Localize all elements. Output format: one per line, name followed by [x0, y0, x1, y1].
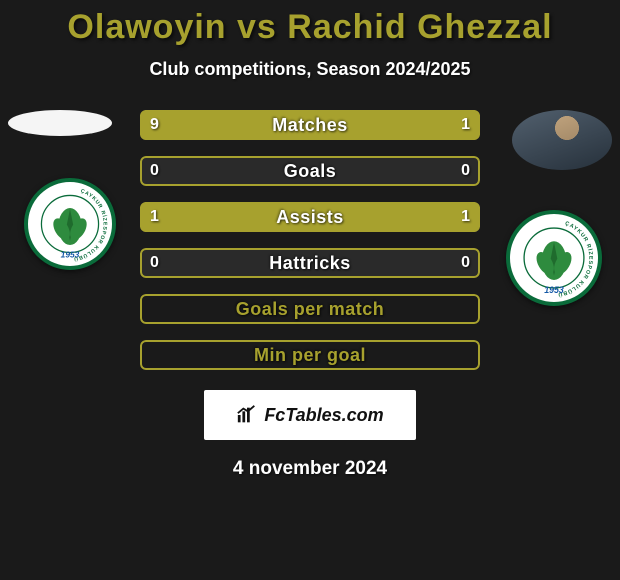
club-badge-left: ÇAYKUR RİZESPOR KULÜBÜ 1953 — [24, 178, 116, 270]
stat-label: Assists — [140, 202, 480, 232]
page-title: Olawoyin vs Rachid Ghezzal — [0, 0, 620, 47]
stat-row: 00Hattricks — [140, 248, 480, 278]
player-right-avatar — [512, 110, 612, 170]
badge-year: 1953 — [544, 285, 564, 295]
subtitle: Club competitions, Season 2024/2025 — [0, 59, 620, 80]
brand-label: FcTables.com — [264, 405, 383, 426]
stat-row: Min per goal — [140, 340, 480, 370]
comparison-panel: ÇAYKUR RİZESPOR KULÜBÜ 1953 ÇAYKUR RİZES… — [0, 110, 620, 390]
stat-row: Goals per match — [140, 294, 480, 324]
stat-label: Hattricks — [140, 248, 480, 278]
club-badge-right: ÇAYKUR RİZESPOR KULÜBÜ 1953 — [506, 210, 602, 306]
brand-chart-icon — [236, 404, 258, 426]
stat-row: 00Goals — [140, 156, 480, 186]
stat-row: 11Assists — [140, 202, 480, 232]
stat-label: Goals — [140, 156, 480, 186]
badge-year: 1953 — [61, 250, 80, 260]
date-label: 4 november 2024 — [0, 458, 620, 480]
stat-bars: 91Matches 00Goals 11Assists 00Hattricks Goal… — [140, 110, 480, 386]
stat-label: Min per goal — [140, 340, 480, 370]
stat-label: Matches — [140, 110, 480, 140]
stat-label: Goals per match — [140, 294, 480, 324]
player-left-avatar — [8, 110, 112, 136]
stat-row: 91Matches — [140, 110, 480, 140]
brand-box: FcTables.com — [204, 390, 416, 440]
